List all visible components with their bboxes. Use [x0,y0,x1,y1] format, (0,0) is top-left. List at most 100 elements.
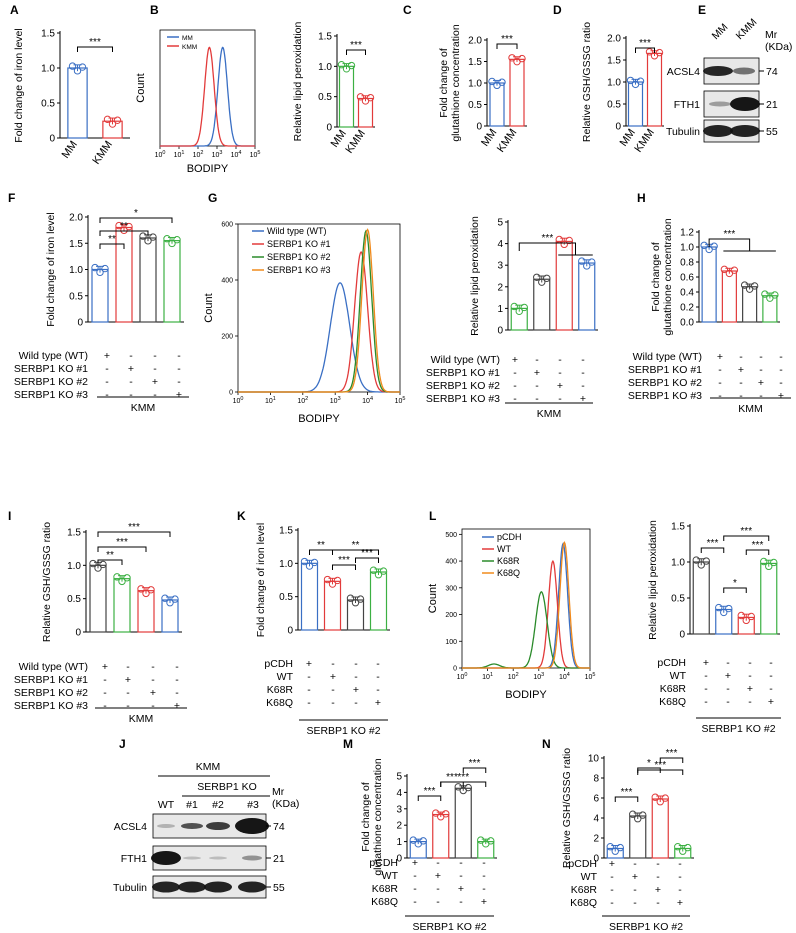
y-tick-label: 2 [396,821,402,832]
data-point [342,65,351,73]
y-tick-label: 0.4 [680,288,694,299]
significance-label: * [733,578,737,589]
y-tick-label: 600 [221,222,233,229]
significance-bracket [99,230,149,236]
condition-sign: - [739,377,743,389]
bar [346,599,365,631]
legend-label: MM [182,35,193,42]
design-table-mut: pCDH + - - -WT - + - -K68R - - + -K68Q - - - +SERBP1 KO … [657,657,781,735]
data-point [651,793,659,801]
y-tick-label: 0.5 [671,594,685,605]
condition-label: K68Q [371,896,398,908]
significance-label: *** [128,522,140,533]
y-axis-label: Relative GSH/GSSG ratio [561,748,573,868]
significance-bracket [332,564,356,570]
y-tick-label: 1.0 [607,78,621,89]
condition-sign: - [779,351,783,363]
condition-sign: - [633,858,637,870]
data-point [702,557,710,565]
condition-sign: - [739,390,743,402]
significance-bracket [99,243,125,249]
bar [692,561,710,635]
data-point [125,222,133,231]
condition-sign: - [769,657,773,669]
data-point [361,97,370,105]
y-tick-label: 1.5 [69,239,83,250]
condition-sign: - [413,896,417,908]
condition-sign: - [633,897,637,909]
data-point [692,556,700,564]
data-point [147,586,155,594]
data-point [538,278,546,286]
data-point [697,561,705,569]
condition-sign: - [153,350,157,362]
data-point [655,48,664,57]
y-tick-label: 2 [497,282,503,293]
x-axis-label: BODIPY [187,163,229,175]
data-point [720,265,729,274]
condition-sign: + [534,367,540,379]
panel-letter-e: E [698,3,706,17]
condition-sign: + [102,661,108,673]
significance-bracket [659,757,684,763]
y-tick-label: 0 [49,134,55,145]
condition-sign: - [513,393,517,405]
histogram-g-hist: 100 101 102 103 104 105 BODIPY Count 0 200 400 600 W… [203,222,405,426]
condition-sign: - [718,364,722,376]
x-tick-label: 104 [231,150,242,159]
data-point [113,116,122,124]
data-point [742,616,750,625]
blot-band [235,818,269,834]
data-point [78,63,87,71]
condition-sign: + [125,674,131,686]
y-tick-label: 0.5 [41,99,55,110]
y-tick-label: 400 [445,559,457,566]
condition-sign: - [436,896,440,908]
data-point [510,302,518,311]
y-tick-label: 1.2 [680,228,694,239]
data-point [166,599,174,607]
lane-label: KMM [734,16,760,42]
data-point [379,567,388,575]
condition-sign: - [482,857,486,869]
blot-band [733,67,755,75]
data-point [520,303,528,312]
significance-label: *** [457,772,469,783]
condition-sign: - [769,683,773,695]
condition-label: WT [670,670,687,682]
blot-band [152,881,180,893]
data-point [464,783,472,792]
condition-sign: - [307,684,311,696]
data-point [356,595,365,603]
group-label: KMM [537,408,562,420]
significance-bracket [723,535,770,541]
data-point [149,233,157,241]
x-tick-label: 100 [233,396,244,405]
condition-sign: - [376,671,380,683]
condition-sign: + [580,393,586,405]
data-point [661,794,669,802]
data-point [606,843,614,851]
design-table-ko: Wild type (WT) + - - -SERBP1 KO #1- + - -SERBP1… [14,661,187,725]
data-point [611,847,619,855]
design-table-mut: pCDH + - - -WT - + - -K68R - - + -K68Q - - - +SERBP1 KO … [369,857,494,933]
blot-band [703,125,733,137]
significance-bracket [99,217,173,223]
condition-sign: - [354,671,358,683]
significance-bracket [462,767,487,773]
condition-label: SERBP1 KO #1 [426,367,500,379]
condition-sign: - [105,389,109,401]
blot-band [183,856,201,860]
condition-sign: + [632,871,638,883]
y-tick-label: 0 [679,630,685,641]
condition-sign: - [126,700,130,712]
y-tick-label: 0.2 [680,303,694,314]
condition-sign: - [535,380,539,392]
condition-sign: + [412,857,418,869]
data-point [629,810,637,818]
condition-sign: - [151,700,155,712]
y-tick-label: 0 [229,390,233,397]
condition-label: SERBP1 KO #2 [14,687,88,699]
condition-sign: + [725,670,731,682]
bar-chart-g_bar: 0 1 2 3 4 5 Relative lipid peroxidation *** [469,216,598,337]
